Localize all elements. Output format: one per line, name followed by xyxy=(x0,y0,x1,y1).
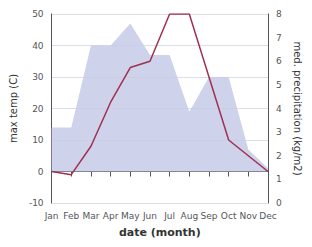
svg-text:Aug: Aug xyxy=(181,211,199,221)
svg-text:max temp (C): max temp (C) xyxy=(8,74,19,143)
svg-text:Jun: Jun xyxy=(142,211,157,221)
svg-text:4: 4 xyxy=(276,104,282,114)
svg-text:30: 30 xyxy=(32,72,44,82)
svg-text:date (month): date (month) xyxy=(119,226,201,239)
svg-text:10: 10 xyxy=(32,135,44,145)
svg-text:6: 6 xyxy=(276,56,282,66)
svg-text:7: 7 xyxy=(276,33,282,43)
svg-text:-10: -10 xyxy=(29,198,44,208)
svg-text:5: 5 xyxy=(276,80,282,90)
svg-text:Jul: Jul xyxy=(163,211,175,221)
svg-text:Sep: Sep xyxy=(200,211,217,221)
svg-text:20: 20 xyxy=(32,104,44,114)
svg-text:Mar: Mar xyxy=(82,211,99,221)
svg-text:0: 0 xyxy=(38,167,44,177)
svg-text:Jan: Jan xyxy=(44,211,59,221)
svg-text:2: 2 xyxy=(276,151,282,161)
svg-text:Feb: Feb xyxy=(63,211,79,221)
svg-text:0: 0 xyxy=(276,198,282,208)
svg-text:50: 50 xyxy=(32,9,44,19)
svg-text:Dec: Dec xyxy=(259,211,276,221)
svg-text:40: 40 xyxy=(32,41,44,51)
svg-text:3: 3 xyxy=(276,127,282,137)
svg-text:Apr: Apr xyxy=(103,211,119,221)
svg-text:1: 1 xyxy=(276,174,282,184)
svg-text:May: May xyxy=(121,211,140,221)
svg-text:med. precipitation (kg/m2): med. precipitation (kg/m2) xyxy=(292,41,303,175)
svg-text:Oct: Oct xyxy=(221,211,237,221)
svg-text:8: 8 xyxy=(276,9,282,19)
svg-text:Nov: Nov xyxy=(240,211,258,221)
